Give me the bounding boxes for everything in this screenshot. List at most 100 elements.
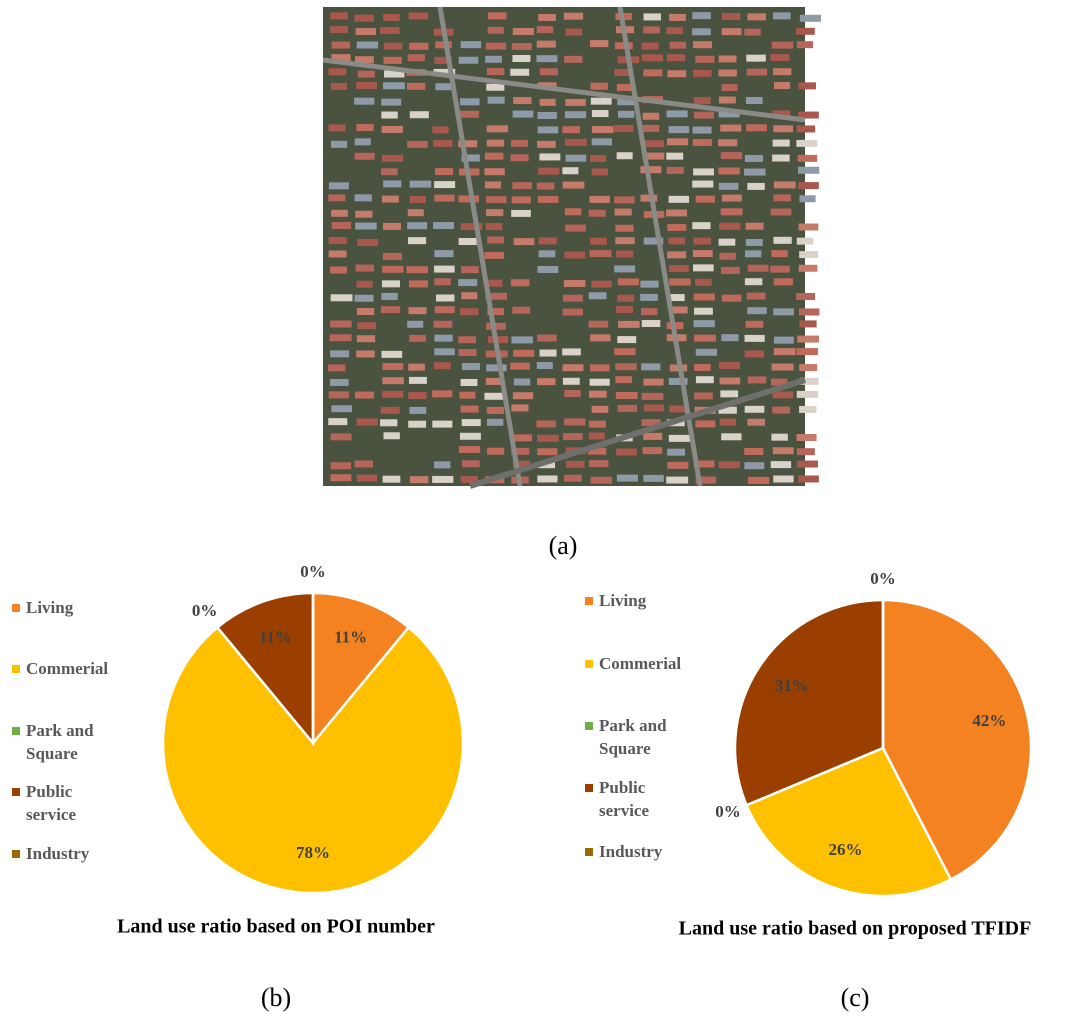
building bbox=[692, 250, 713, 258]
building bbox=[588, 420, 606, 428]
building bbox=[643, 474, 664, 482]
building bbox=[460, 110, 480, 118]
building bbox=[796, 292, 816, 300]
building bbox=[693, 264, 714, 272]
building bbox=[330, 82, 348, 90]
building bbox=[565, 460, 585, 468]
building bbox=[718, 110, 740, 118]
road bbox=[469, 377, 806, 489]
building bbox=[692, 28, 711, 36]
building bbox=[355, 28, 376, 36]
building bbox=[669, 278, 691, 286]
building bbox=[356, 82, 377, 90]
building bbox=[486, 139, 505, 147]
building bbox=[796, 125, 816, 133]
building bbox=[383, 56, 402, 64]
building bbox=[380, 419, 398, 427]
building bbox=[460, 308, 479, 316]
building bbox=[513, 378, 531, 386]
building bbox=[331, 222, 352, 230]
legend-swatch bbox=[12, 788, 20, 796]
building bbox=[510, 362, 530, 370]
building bbox=[330, 26, 349, 34]
building bbox=[695, 376, 714, 384]
building bbox=[409, 406, 427, 414]
building bbox=[615, 376, 633, 384]
building bbox=[511, 196, 531, 204]
building bbox=[615, 306, 633, 314]
building bbox=[484, 181, 502, 189]
building bbox=[614, 42, 633, 50]
building bbox=[380, 27, 400, 35]
building bbox=[589, 195, 610, 203]
building bbox=[486, 364, 507, 372]
building bbox=[770, 208, 792, 216]
building bbox=[770, 378, 788, 386]
building bbox=[434, 194, 455, 202]
building bbox=[591, 138, 612, 146]
building bbox=[796, 27, 815, 35]
building bbox=[513, 97, 532, 105]
building bbox=[591, 280, 612, 288]
building bbox=[694, 392, 713, 400]
building bbox=[458, 195, 480, 203]
building bbox=[562, 181, 585, 189]
pie-slice bbox=[881, 598, 1033, 882]
building bbox=[487, 236, 505, 244]
building bbox=[642, 112, 660, 120]
building bbox=[614, 208, 632, 216]
pie-slice bbox=[161, 625, 465, 895]
building bbox=[432, 420, 453, 428]
building bbox=[564, 251, 586, 259]
building bbox=[408, 376, 427, 384]
building bbox=[537, 140, 556, 148]
building bbox=[616, 250, 634, 258]
building bbox=[773, 125, 794, 133]
building bbox=[381, 350, 403, 358]
building bbox=[485, 196, 507, 204]
building bbox=[562, 294, 583, 302]
building bbox=[381, 98, 402, 106]
building bbox=[406, 82, 426, 90]
building bbox=[538, 237, 557, 245]
building bbox=[770, 54, 790, 62]
building bbox=[617, 294, 635, 302]
building bbox=[564, 111, 587, 119]
building bbox=[328, 418, 348, 426]
building bbox=[720, 390, 739, 398]
building bbox=[695, 55, 715, 63]
building bbox=[695, 278, 712, 286]
building bbox=[408, 307, 427, 315]
legend-swatch bbox=[12, 604, 20, 612]
building bbox=[616, 152, 633, 160]
building bbox=[539, 98, 556, 106]
building bbox=[614, 125, 634, 133]
legend-label: Park and Square bbox=[599, 716, 667, 758]
building bbox=[590, 237, 607, 245]
pie-slice bbox=[311, 591, 411, 747]
building bbox=[719, 377, 741, 385]
panel-label: (a) bbox=[549, 531, 578, 560]
building bbox=[669, 306, 688, 314]
building bbox=[331, 54, 351, 62]
building bbox=[536, 40, 556, 48]
building bbox=[617, 404, 638, 412]
building bbox=[744, 334, 765, 342]
building bbox=[330, 462, 352, 470]
building bbox=[745, 250, 762, 258]
building bbox=[383, 180, 402, 188]
building bbox=[643, 13, 661, 21]
building bbox=[798, 111, 819, 119]
building bbox=[382, 377, 404, 385]
building bbox=[642, 152, 665, 160]
building bbox=[616, 448, 637, 456]
building bbox=[799, 320, 817, 328]
aerial-image bbox=[322, 6, 822, 489]
legend-item: Public service bbox=[585, 776, 699, 822]
building bbox=[747, 376, 767, 384]
building bbox=[614, 68, 632, 76]
building bbox=[461, 154, 480, 162]
building bbox=[589, 378, 610, 386]
building bbox=[537, 334, 557, 342]
building bbox=[536, 55, 558, 63]
